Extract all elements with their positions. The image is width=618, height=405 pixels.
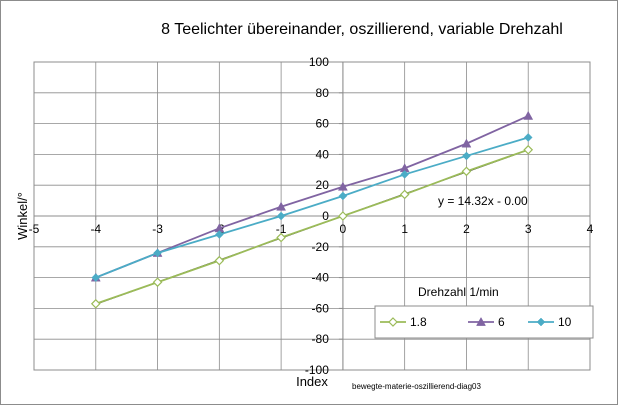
source-annotation: bewegte-materie-oszillierend-diag03 — [352, 382, 482, 391]
x-tick-label: -1 — [276, 222, 287, 236]
x-axis-title: Index — [296, 374, 328, 389]
data-point — [152, 277, 163, 288]
y-tick-label: -20 — [312, 240, 330, 254]
y-tick-label: 60 — [316, 117, 330, 131]
data-point — [153, 248, 162, 258]
legend-entry-6: 6 — [468, 315, 505, 329]
x-tick-label: 4 — [587, 222, 594, 236]
legend-entry-10: 10 — [528, 315, 572, 329]
data-point — [338, 211, 348, 221]
series-line — [95, 115, 529, 279]
legend-entry-1.8: 1.8 — [380, 315, 427, 329]
x-tick-label: 0 — [340, 222, 347, 236]
legend-swatch-marker — [476, 316, 486, 326]
x-tick-label: -3 — [152, 222, 163, 236]
data-point — [523, 110, 534, 120]
data-point — [276, 232, 286, 243]
data-point — [337, 181, 348, 191]
y-tick-labels: -100 -80 -60 -40 -20 0 20 40 60 80 100 — [305, 55, 329, 377]
data-point — [400, 170, 410, 179]
legend-label: 6 — [498, 315, 505, 329]
y-tick-label: -60 — [312, 301, 330, 315]
y-tick-label: -80 — [312, 332, 330, 346]
y-tick-label: -100 — [305, 363, 329, 377]
legend-label: 10 — [558, 315, 572, 329]
legend-entries: 1.8 6 10 — [380, 315, 572, 329]
y-tick-label: -40 — [312, 271, 330, 285]
x-tick-label: 2 — [463, 222, 470, 236]
x-tick-label: -4 — [90, 222, 101, 236]
data-point — [276, 211, 286, 221]
data-point — [90, 298, 101, 309]
y-tick-label: 20 — [316, 178, 330, 192]
series-1.8 — [90, 144, 534, 309]
data-point — [214, 230, 224, 239]
data-point — [338, 191, 348, 201]
y-tick-label: 0 — [322, 209, 329, 223]
series-line — [95, 136, 529, 279]
y-axis-title: Winkel/° — [15, 192, 30, 240]
chart-title: 8 Teelichter übereinander, oszillierend,… — [161, 21, 563, 38]
data-point — [462, 151, 471, 161]
data-point — [523, 133, 533, 142]
trendline-equation: y = 14.32x - 0.00 — [438, 194, 528, 208]
data-point — [523, 144, 534, 155]
legend-label: 1.8 — [410, 315, 427, 329]
legend-swatch-marker — [536, 317, 546, 327]
series-layer — [90, 110, 534, 309]
series-line — [95, 148, 529, 305]
y-tick-label: 80 — [316, 86, 330, 100]
legend-title: Drehzahl 1/min — [418, 285, 499, 299]
data-point — [91, 273, 101, 282]
data-point — [461, 138, 472, 148]
y-tick-label: 40 — [316, 147, 330, 161]
legend-swatch-marker — [388, 317, 398, 327]
data-point — [399, 189, 410, 200]
data-point — [214, 255, 225, 266]
x-tick-label: 3 — [525, 222, 532, 236]
x-tick-label: 1 — [401, 222, 408, 236]
data-point — [276, 201, 287, 211]
series-10 — [91, 133, 533, 282]
data-point — [461, 166, 472, 177]
x-tick-label: -5 — [29, 222, 40, 236]
y-tick-label: 100 — [309, 55, 329, 69]
